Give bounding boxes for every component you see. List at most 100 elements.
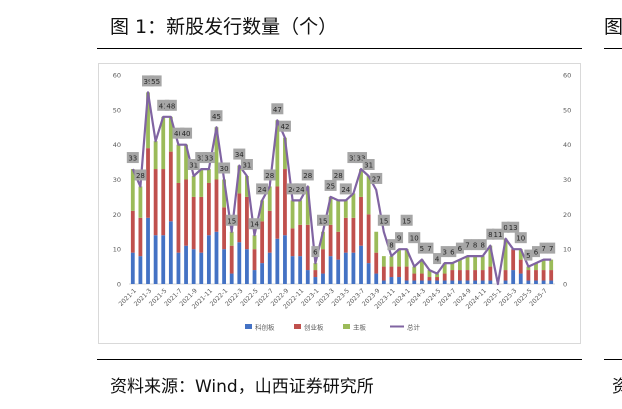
data-label: 13 (509, 224, 518, 232)
data-label: 6 (458, 245, 463, 253)
data-label: 28 (334, 172, 343, 180)
bar-segment (389, 256, 394, 267)
bar-segment (168, 221, 173, 284)
bar-segment (305, 224, 310, 271)
bar-segment (503, 238, 508, 271)
bar-segment (366, 214, 371, 264)
y-tick-label-left: 40 (113, 141, 121, 149)
data-label-box (471, 239, 480, 251)
data-label: 10 (516, 235, 525, 243)
legend-label: 主板 (353, 323, 367, 332)
data-label-box (225, 214, 238, 226)
bar-segment (343, 200, 348, 218)
data-label-box (448, 246, 457, 258)
data-label-box (157, 99, 170, 111)
bar-segment (184, 179, 188, 246)
bar-segment (168, 116, 173, 152)
data-label: 6 (450, 249, 455, 257)
data-label-box (301, 169, 314, 181)
bar-segment (549, 259, 554, 271)
bar-segment (290, 256, 295, 284)
bar-segment (229, 273, 234, 284)
data-label: 33 (204, 155, 213, 163)
data-label: 6 (534, 249, 539, 257)
bar-segment (237, 242, 242, 284)
data-label-box (408, 232, 421, 244)
data-label: 8 (488, 231, 492, 239)
y-tick-label-right: 20 (563, 211, 571, 219)
bar-segment (518, 249, 523, 260)
bar-segment (465, 256, 470, 271)
data-label-box (347, 152, 360, 164)
bar-segment (214, 127, 219, 180)
bar-segment (473, 256, 478, 271)
bar-segment (283, 137, 287, 170)
bar-segment (206, 169, 211, 183)
bar-segment (458, 259, 462, 271)
bar-segment (534, 263, 538, 271)
bar-segment (229, 231, 234, 246)
y-tick-label-left: 0 (117, 281, 121, 289)
bar-segment (161, 116, 166, 170)
data-label: 24 (258, 186, 267, 194)
data-label-box (218, 162, 231, 174)
bar-segment (298, 256, 303, 284)
source-note: 资料来源：Wind，山西证券研究所 (110, 377, 374, 397)
bar-segment (328, 224, 333, 257)
data-label-box (417, 242, 426, 254)
bar-segment (138, 217, 143, 257)
bar-segment (541, 270, 546, 281)
title-rule (97, 48, 582, 49)
figure-title: 图 1：新股发行数量（个） (110, 16, 338, 38)
data-label-box (202, 152, 215, 164)
bar-segment (389, 266, 394, 278)
bar-segment (130, 210, 135, 253)
data-label-box (149, 75, 162, 87)
bar-segment (321, 273, 325, 284)
bar-segment (245, 176, 249, 197)
data-label: 28 (136, 172, 145, 180)
data-label: 45 (212, 113, 221, 121)
bar-segment (412, 273, 417, 281)
bar-segment (184, 144, 188, 180)
data-label-box (248, 218, 261, 230)
bar-segment (549, 280, 554, 284)
bar-segment (260, 200, 265, 222)
data-label: 28 (303, 172, 312, 180)
data-label-box (142, 75, 155, 87)
data-label: 24 (288, 186, 297, 194)
bar-segment (290, 200, 295, 229)
bar-segment (222, 179, 226, 208)
bar-segment (206, 182, 211, 236)
data-label: 11 (493, 231, 502, 239)
next-title-rule (604, 48, 622, 49)
bar-segment (298, 224, 303, 257)
bar-segment (442, 280, 447, 284)
bar-segment (404, 266, 409, 281)
data-label: 40 (174, 130, 183, 138)
legend-swatch (343, 324, 350, 329)
bar-segment (412, 280, 417, 284)
data-label: 47 (273, 106, 282, 114)
next-source-rule (604, 359, 622, 360)
data-label: 55 (151, 78, 160, 86)
bar-segment (191, 196, 196, 250)
bar-segment (214, 179, 219, 232)
data-label: 48 (166, 102, 175, 110)
bar-segment (534, 270, 538, 281)
bar-segment (245, 196, 249, 250)
data-label: 39 (144, 78, 153, 86)
bar-segment (397, 266, 401, 278)
bar-segment (283, 169, 287, 236)
bar-segment (480, 256, 485, 271)
bar-segment (419, 273, 424, 281)
data-label-box (514, 232, 527, 244)
data-label-box (455, 242, 464, 254)
bar-segment (503, 280, 508, 284)
bar-segment (176, 182, 181, 253)
data-label-box (433, 253, 442, 265)
data-label-box (126, 152, 139, 164)
data-label: 33 (349, 155, 358, 163)
bar-segment (275, 238, 280, 284)
